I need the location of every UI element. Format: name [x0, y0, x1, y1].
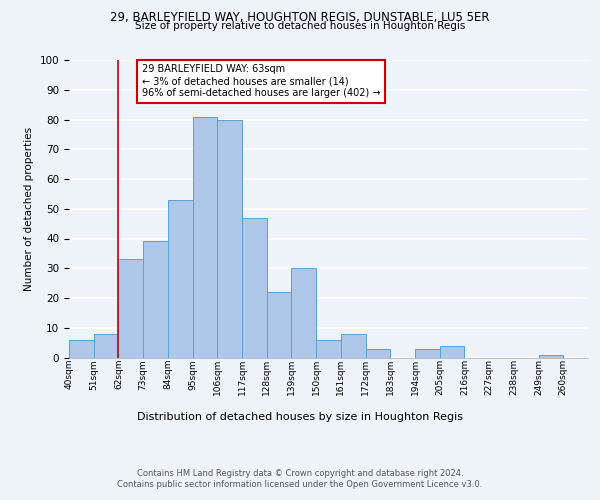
Bar — [94, 334, 118, 357]
Bar — [267, 292, 292, 358]
Bar — [539, 354, 563, 358]
Bar — [168, 200, 193, 358]
Bar — [365, 348, 390, 358]
Y-axis label: Number of detached properties: Number of detached properties — [24, 126, 34, 291]
Text: Contains HM Land Registry data © Crown copyright and database right 2024.: Contains HM Land Registry data © Crown c… — [137, 469, 463, 478]
Bar — [316, 340, 341, 357]
Text: Size of property relative to detached houses in Houghton Regis: Size of property relative to detached ho… — [135, 21, 465, 31]
Bar — [217, 120, 242, 358]
Text: Distribution of detached houses by size in Houghton Regis: Distribution of detached houses by size … — [137, 412, 463, 422]
Text: 29, BARLEYFIELD WAY, HOUGHTON REGIS, DUNSTABLE, LU5 5ER: 29, BARLEYFIELD WAY, HOUGHTON REGIS, DUN… — [110, 11, 490, 24]
Bar — [292, 268, 316, 358]
Bar — [118, 260, 143, 358]
Bar — [341, 334, 365, 357]
Bar — [193, 116, 217, 358]
Text: 29 BARLEYFIELD WAY: 63sqm
← 3% of detached houses are smaller (14)
96% of semi-d: 29 BARLEYFIELD WAY: 63sqm ← 3% of detach… — [142, 64, 380, 98]
Text: Contains public sector information licensed under the Open Government Licence v3: Contains public sector information licen… — [118, 480, 482, 489]
Bar — [143, 242, 168, 358]
Bar — [69, 340, 94, 357]
Bar — [440, 346, 464, 358]
Bar — [242, 218, 267, 358]
Bar — [415, 348, 440, 358]
